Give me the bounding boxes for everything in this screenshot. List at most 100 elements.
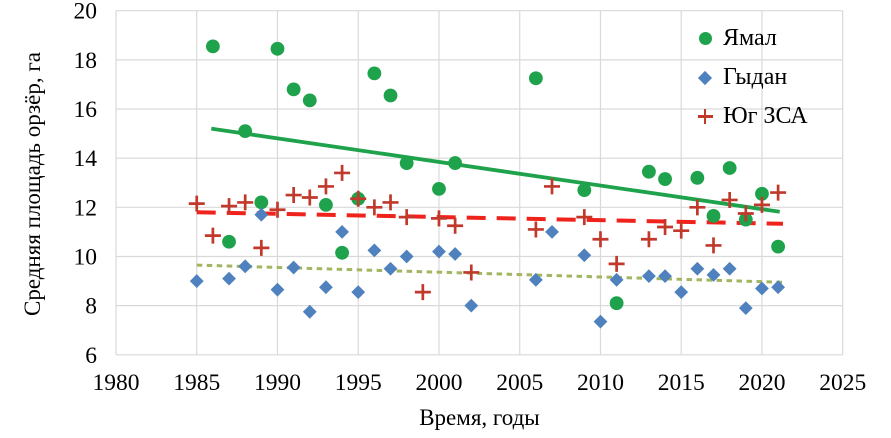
data-point-plus xyxy=(382,194,399,211)
data-point-plus xyxy=(301,189,318,206)
data-point-diamond xyxy=(189,274,204,288)
data-point-plus xyxy=(705,237,722,254)
data-point-circle xyxy=(205,39,220,54)
y-tick-label: 18 xyxy=(74,48,98,74)
data-point-circle xyxy=(642,164,656,179)
data-point-plus xyxy=(673,222,690,239)
data-point-plus xyxy=(366,199,383,216)
data-point-circle xyxy=(577,183,592,198)
data-point-circle xyxy=(609,296,624,311)
data-point-plus xyxy=(640,231,657,248)
y-tick-label: 10 xyxy=(74,244,98,270)
y-tick-label: 8 xyxy=(85,294,97,320)
data-point-circle xyxy=(286,82,301,97)
circle-marker-icon xyxy=(694,32,716,45)
data-point-plus xyxy=(657,218,674,235)
data-point-circle xyxy=(771,239,786,254)
y-axis-title: Средняя площадь орзёр, га xyxy=(20,51,45,317)
data-point-diamond xyxy=(593,314,608,329)
data-point-diamond xyxy=(254,207,269,222)
x-tick-label: 2025 xyxy=(819,370,866,396)
data-point-circle xyxy=(528,71,543,86)
data-point-plus xyxy=(576,209,593,226)
x-axis-title: Время, годы xyxy=(419,405,540,430)
data-point-plus xyxy=(398,209,415,226)
legend-item-gydan: Гыдан xyxy=(694,58,808,97)
data-point-plus xyxy=(253,239,270,256)
data-point-diamond xyxy=(706,268,721,282)
data-point-plus xyxy=(463,264,480,281)
data-point-circle xyxy=(399,156,414,170)
data-point-circle xyxy=(383,88,398,103)
data-point-plus xyxy=(608,255,625,272)
y-tick-label: 20 xyxy=(74,0,98,25)
data-point-plus xyxy=(430,210,447,227)
diamond-marker-icon xyxy=(694,70,716,85)
data-point-diamond xyxy=(528,272,543,287)
data-point-circle xyxy=(254,195,269,210)
y-tick-label: 16 xyxy=(74,97,98,123)
data-point-diamond xyxy=(738,301,753,316)
x-tick-label: 2020 xyxy=(738,370,785,396)
data-point-plus xyxy=(592,231,609,248)
x-tick-label: 1980 xyxy=(93,370,140,396)
data-point-plus xyxy=(221,198,238,215)
data-point-diamond xyxy=(351,285,366,300)
data-point-plus xyxy=(317,178,334,195)
data-point-circle xyxy=(755,186,769,201)
data-point-circle xyxy=(722,161,737,175)
trendline-dashed xyxy=(196,210,783,226)
data-point-diamond xyxy=(755,281,769,296)
data-point-circle xyxy=(432,181,446,196)
data-point-diamond xyxy=(222,271,236,286)
data-point-diamond xyxy=(690,261,705,276)
data-point-diamond xyxy=(545,225,559,239)
legend: Ямал Гыдан Юг ЗСА xyxy=(694,19,808,136)
data-point-diamond xyxy=(270,282,285,297)
data-point-diamond xyxy=(658,269,672,284)
data-point-circle xyxy=(690,170,705,185)
x-tick-label: 2015 xyxy=(658,370,705,396)
data-point-circle xyxy=(706,209,721,223)
data-point-circle xyxy=(222,234,236,249)
data-point-circle xyxy=(367,66,382,81)
data-point-plus xyxy=(237,194,254,211)
data-point-plus xyxy=(447,217,464,234)
data-point-plus xyxy=(544,178,561,195)
data-point-diamond xyxy=(335,225,349,239)
data-point-diamond xyxy=(286,260,301,275)
x-tick-label: 1985 xyxy=(173,370,220,396)
data-point-plus xyxy=(527,221,544,238)
legend-label: Юг ЗСА xyxy=(723,103,808,129)
data-point-diamond xyxy=(722,261,737,276)
data-point-circle xyxy=(335,245,349,260)
data-point-plus xyxy=(689,199,706,216)
data-point-diamond xyxy=(577,248,592,263)
data-point-plus xyxy=(269,201,286,218)
data-point-diamond xyxy=(642,269,656,284)
data-point-plus xyxy=(753,196,770,213)
y-tick-label: 6 xyxy=(85,343,97,369)
data-point-plus xyxy=(334,164,351,181)
data-point-plus xyxy=(721,191,738,208)
data-point-diamond xyxy=(383,261,398,276)
data-point-circle xyxy=(658,172,672,186)
data-point-circle xyxy=(302,93,317,108)
data-point-circle xyxy=(270,41,285,56)
x-tick-label: 2010 xyxy=(577,370,624,396)
data-point-diamond xyxy=(367,243,382,258)
legend-item-yug-zsa: Юг ЗСА xyxy=(694,97,808,136)
data-point-circle xyxy=(448,156,463,170)
data-point-plus xyxy=(188,195,205,212)
x-tick-label: 1995 xyxy=(335,370,382,396)
plus-marker-icon xyxy=(694,109,716,124)
trendline-dotted xyxy=(196,263,783,284)
data-point-diamond xyxy=(238,259,253,274)
data-point-diamond xyxy=(674,285,689,300)
data-point-plus xyxy=(737,205,754,222)
legend-label: Ямал xyxy=(723,25,777,51)
data-point-plus xyxy=(414,284,431,301)
x-tick-label: 1990 xyxy=(254,370,301,396)
